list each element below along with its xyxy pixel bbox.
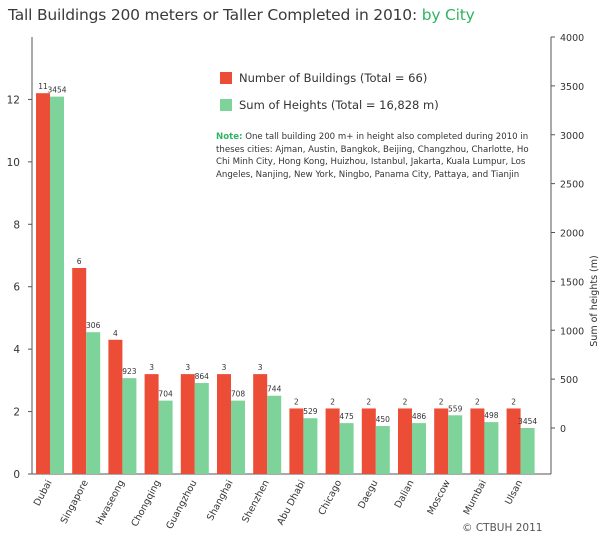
heights-bar-label: 864 [195,372,210,381]
number-bar [180,374,195,474]
category-label: Abu Dhabi [275,478,308,527]
heights-bar [267,395,282,474]
category-label: Ulsan [503,478,525,506]
number-bar-label: 2 [439,397,444,406]
number-bar-label: 2 [475,397,480,406]
heights-bar [50,96,64,474]
category-label: Shenzhen [240,478,272,524]
note-text: Note: One tall building 200 m+ in height… [216,131,538,181]
heights-bar [448,415,463,474]
number-bar [506,408,521,474]
heights-bar-label: 306 [86,321,101,330]
number-bar [72,267,87,474]
heights-bar-label: 498 [484,411,499,420]
number-bar [253,374,268,474]
legend-number-label: Number of Buildings (Total = 66) [239,71,427,85]
heights-bar-label: 708 [231,390,246,399]
heights-bar-label: 450 [376,415,391,424]
number-bar [289,408,304,474]
left-tick-label: 8 [13,219,20,231]
legend-heights-swatch [220,99,232,111]
number-bar-label: 3 [149,363,154,372]
number-bar [144,374,159,474]
heights-bar [412,423,426,474]
number-bar [217,374,231,474]
category-label: Moscow [425,478,453,517]
chart-title-highlight: by City [421,6,475,24]
number-bar-label: 2 [511,397,516,406]
category-label: Chicago [317,478,345,517]
number-bar-label: 3 [185,363,190,372]
legend-number-swatch [220,72,232,84]
left-tick-label: 10 [7,157,20,169]
number-bar [398,408,412,474]
category-label: Singapore [59,478,91,526]
note-body: One tall building 200 m+ in height also … [216,132,529,180]
number-bar [36,93,50,474]
right-tick-label: 2500 [560,180,584,191]
heights-bar-label: 486 [412,412,427,421]
category-label: Hwaseong [94,478,127,527]
number-bar-label: 3 [258,363,263,372]
number-bar-label: 2 [403,397,408,406]
number-bar [108,339,123,474]
right-tick-label: 500 [560,375,578,386]
heights-bar-label: 704 [158,390,173,399]
right-tick-label: 4000 [560,33,584,44]
heights-bar-label: 3454 [47,86,66,95]
category-label: Shanghai [205,478,236,522]
legend-heights-label: Sum of Heights (Total = 16,828 m) [239,98,439,112]
left-tick-label: 6 [13,282,20,294]
number-bar-label: 4 [113,329,118,338]
heights-bar-label: 744 [267,385,282,394]
left-tick-label: 2 [13,407,20,419]
right-axis-title: Sum of heights (m) [589,255,600,346]
heights-bar [194,383,209,474]
right-tick-label: 0 [560,424,566,435]
right-tick-label: 1500 [560,277,584,288]
number-bar [434,408,449,474]
number-bar [361,408,376,474]
heights-bar [375,426,390,474]
category-label: Guangzhou [164,478,199,531]
number-bar-label: 11 [38,82,48,91]
number-bar-label: 2 [330,397,335,406]
note-label: Note: [216,132,243,142]
heights-bar [339,423,354,474]
heights-bar [520,428,535,474]
heights-bar [122,378,137,474]
chart-title-main: Tall Buildings 200 meters or Taller Comp… [8,6,422,24]
right-tick-label: 3500 [560,82,584,93]
left-tick-label: 12 [7,94,20,106]
heights-bar [158,400,173,474]
number-bar-label: 6 [77,257,82,266]
heights-bar-label: 529 [303,407,318,416]
heights-bar-label: 559 [448,404,463,413]
heights-bar [231,400,245,474]
number-bar-label: 2 [366,397,371,406]
right-tick-label: 2000 [560,229,584,240]
chart-title: Tall Buildings 200 meters or Taller Comp… [8,6,475,24]
right-tick-label: 1000 [560,326,584,337]
heights-bar-label: 923 [122,367,137,376]
copyright: © CTBUH 2011 [462,522,543,534]
heights-bar-label: 475 [339,412,354,421]
heights-bar-label: 3454 [518,417,537,426]
number-bar-label: 2 [294,397,299,406]
heights-bar [86,332,101,474]
heights-bar [303,418,318,474]
left-tick-label: 4 [13,344,20,356]
number-bar-label: 3 [222,363,227,372]
category-label: Daegu [356,478,380,511]
right-tick-label: 3000 [560,131,584,142]
category-label: Mumbai [462,478,490,517]
number-bar [325,408,340,474]
category-label: Dalian [393,478,417,510]
category-label: Chongqing [129,478,163,528]
category-label: Dubai [32,478,55,508]
heights-bar [484,422,499,474]
left-tick-label: 0 [13,469,20,481]
number-bar [470,408,485,474]
